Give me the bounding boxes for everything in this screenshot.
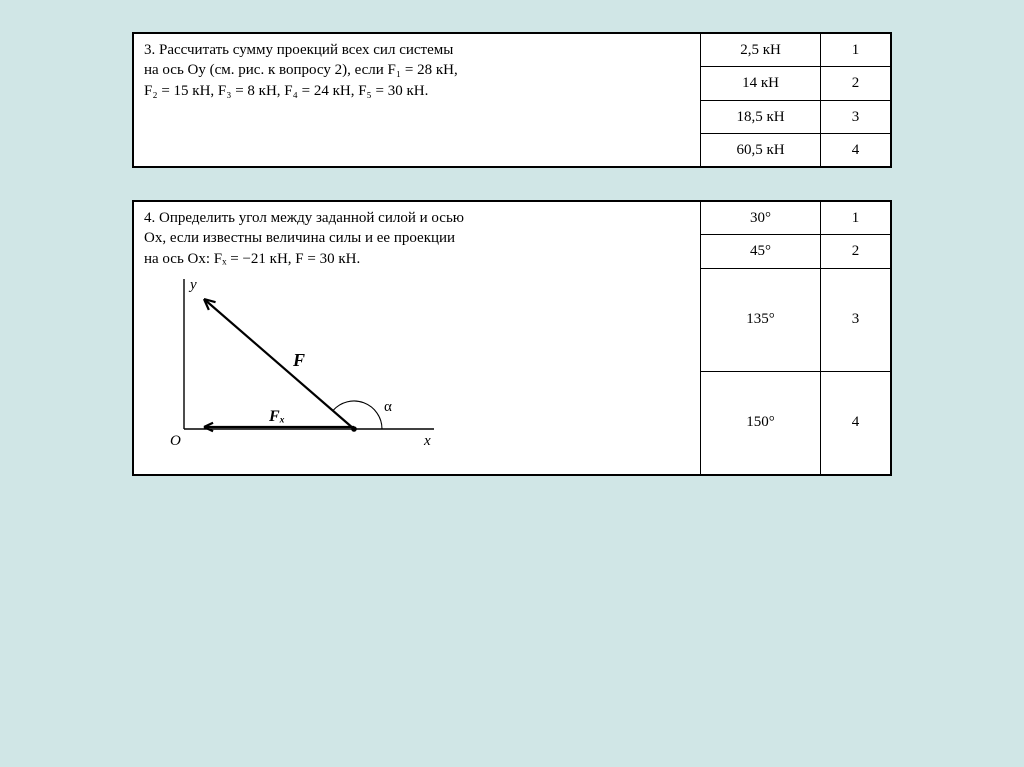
q4-option-2-num: 2 bbox=[821, 235, 891, 268]
q4-option-1-ans: 30° bbox=[701, 202, 821, 235]
q4-option-3-ans: 135° bbox=[701, 268, 821, 371]
svg-text:x: x bbox=[423, 433, 431, 449]
question-4-table: 4. Определить угол между заданной силой … bbox=[133, 201, 891, 475]
q3-option-3-ans: 18,5 кН bbox=[701, 100, 821, 133]
q4-option-4-num: 4 bbox=[821, 371, 891, 474]
q3-option-3-num: 3 bbox=[821, 100, 891, 133]
q3-option-1-ans: 2,5 кН bbox=[701, 34, 821, 67]
q3-line1: 3. Рассчитать сумму проекций всех сил си… bbox=[144, 42, 453, 58]
q4-option-4-ans: 150° bbox=[701, 371, 821, 474]
q4-line3: на ось Ox: Fₓ = −21 кН, F = 30 кН. bbox=[144, 251, 360, 267]
svg-text:y: y bbox=[188, 277, 197, 293]
question-4-text: 4. Определить угол между заданной силой … bbox=[134, 202, 701, 475]
q4-option-3-num: 3 bbox=[821, 268, 891, 371]
q3-line2: на ось Oy (см. рис. к вопросу 2), если F… bbox=[144, 62, 458, 78]
question-3-panel: 3. Рассчитать сумму проекций всех сил си… bbox=[132, 32, 892, 168]
svg-text:O: O bbox=[170, 433, 181, 449]
q4-line1: 4. Определить угол между заданной силой … bbox=[144, 210, 464, 226]
q4-diagram: y x O F Fₓ α bbox=[144, 269, 444, 459]
q3-option-1-num: 1 bbox=[821, 34, 891, 67]
q3-line3: F₂ = 15 кН, F₃ = 8 кН, F₄ = 24 кН, F₅ = … bbox=[144, 83, 428, 99]
question-3-table: 3. Рассчитать сумму проекций всех сил си… bbox=[133, 33, 891, 167]
q3-option-2-ans: 14 кН bbox=[701, 67, 821, 100]
svg-text:F: F bbox=[292, 350, 305, 370]
q3-option-2-num: 2 bbox=[821, 67, 891, 100]
svg-text:Fₓ: Fₓ bbox=[268, 408, 285, 425]
question-4-panel: 4. Определить угол между заданной силой … bbox=[132, 200, 892, 476]
svg-text:α: α bbox=[384, 399, 392, 415]
question-3-text: 3. Рассчитать сумму проекций всех сил си… bbox=[134, 34, 701, 167]
q4-option-1-num: 1 bbox=[821, 202, 891, 235]
q3-option-4-ans: 60,5 кН bbox=[701, 133, 821, 166]
q4-line2: Ox, если известны величина силы и ее про… bbox=[144, 230, 455, 246]
q4-option-2-ans: 45° bbox=[701, 235, 821, 268]
q3-option-4-num: 4 bbox=[821, 133, 891, 166]
